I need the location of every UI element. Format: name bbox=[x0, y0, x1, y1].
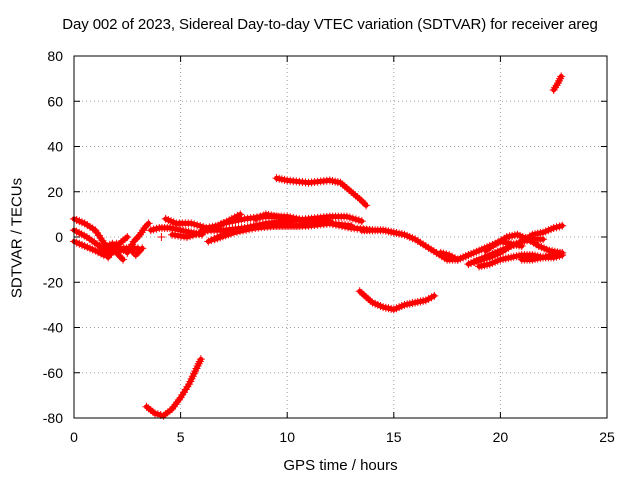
chart-title: Day 002 of 2023, Sidereal Day-to-day VTE… bbox=[62, 16, 598, 33]
series-isolated bbox=[157, 233, 166, 241]
data-point bbox=[121, 234, 130, 243]
data-point bbox=[558, 221, 567, 230]
data-point bbox=[347, 187, 356, 196]
series-arc-24 bbox=[549, 72, 566, 94]
y-tick-label: 60 bbox=[47, 93, 63, 109]
x-tick-label: 0 bbox=[70, 429, 78, 445]
data-point bbox=[325, 217, 334, 226]
data-point bbox=[366, 296, 375, 305]
x-tick-label: 20 bbox=[493, 429, 509, 445]
data-point bbox=[108, 239, 117, 248]
series-arc-13 bbox=[251, 210, 334, 226]
x-tick-label: 10 bbox=[279, 429, 295, 445]
data-point bbox=[357, 217, 366, 226]
series-arc-23 bbox=[517, 251, 567, 264]
data-point bbox=[364, 294, 373, 303]
data-point bbox=[123, 233, 132, 241]
y-tick-label: 40 bbox=[47, 139, 63, 155]
data-point bbox=[539, 235, 548, 244]
y-tick-label: 20 bbox=[47, 184, 63, 200]
data-point bbox=[119, 236, 128, 245]
x-tick-label: 25 bbox=[599, 429, 615, 445]
data-point bbox=[353, 193, 362, 202]
data-point bbox=[359, 291, 368, 300]
data-point bbox=[157, 233, 166, 241]
data-point bbox=[558, 251, 567, 260]
data-point bbox=[362, 292, 371, 301]
series-arc-14 bbox=[272, 174, 371, 210]
series-arc-22 bbox=[481, 230, 565, 257]
data-point bbox=[347, 221, 356, 230]
data-point bbox=[362, 201, 371, 210]
data-point bbox=[119, 255, 128, 264]
data-point bbox=[142, 402, 151, 411]
data-point bbox=[144, 219, 153, 228]
y-tick-label: 0 bbox=[55, 229, 63, 245]
y-tick-label: 80 bbox=[47, 48, 63, 64]
data-series bbox=[70, 72, 567, 420]
data-point bbox=[165, 406, 174, 415]
plot-frame bbox=[73, 55, 608, 419]
data-point bbox=[557, 72, 566, 81]
y-tick-label: -20 bbox=[43, 274, 63, 290]
data-point bbox=[196, 355, 205, 364]
data-point bbox=[351, 191, 360, 200]
y-axis-label: SDTVAR / TECUs bbox=[8, 177, 26, 299]
data-point bbox=[355, 287, 364, 296]
series-arc-5 bbox=[123, 219, 153, 257]
data-point bbox=[138, 244, 147, 253]
data-point bbox=[161, 410, 170, 419]
data-point bbox=[110, 241, 119, 250]
data-point bbox=[342, 184, 351, 193]
y-tick-label: -60 bbox=[43, 365, 63, 381]
data-point bbox=[338, 180, 347, 189]
data-point bbox=[340, 182, 349, 191]
x-tick-label: 15 bbox=[386, 429, 402, 445]
series-arc-15 bbox=[142, 355, 205, 420]
series-arc-6 bbox=[116, 244, 147, 260]
data-point bbox=[336, 178, 345, 187]
data-point bbox=[349, 189, 358, 198]
data-point bbox=[430, 291, 439, 300]
data-point bbox=[357, 289, 366, 298]
data-point bbox=[355, 194, 364, 203]
data-point bbox=[146, 406, 155, 415]
data-point bbox=[345, 185, 354, 194]
x-tick-label: 5 bbox=[177, 429, 185, 445]
data-point bbox=[163, 408, 172, 417]
series-arc-1 bbox=[70, 214, 128, 264]
series-arc-17 bbox=[355, 287, 439, 314]
x-axis-label: GPS time / hours bbox=[283, 457, 398, 474]
axis-ticks: 0 5 10 15 20 25 -80 -60 -40 -20 0 20 40 60 80 bbox=[43, 48, 615, 445]
data-point bbox=[148, 407, 157, 416]
data-point bbox=[236, 210, 245, 219]
y-tick-label: -40 bbox=[43, 320, 63, 336]
data-point bbox=[144, 404, 153, 413]
y-tick-label: -80 bbox=[43, 410, 63, 426]
